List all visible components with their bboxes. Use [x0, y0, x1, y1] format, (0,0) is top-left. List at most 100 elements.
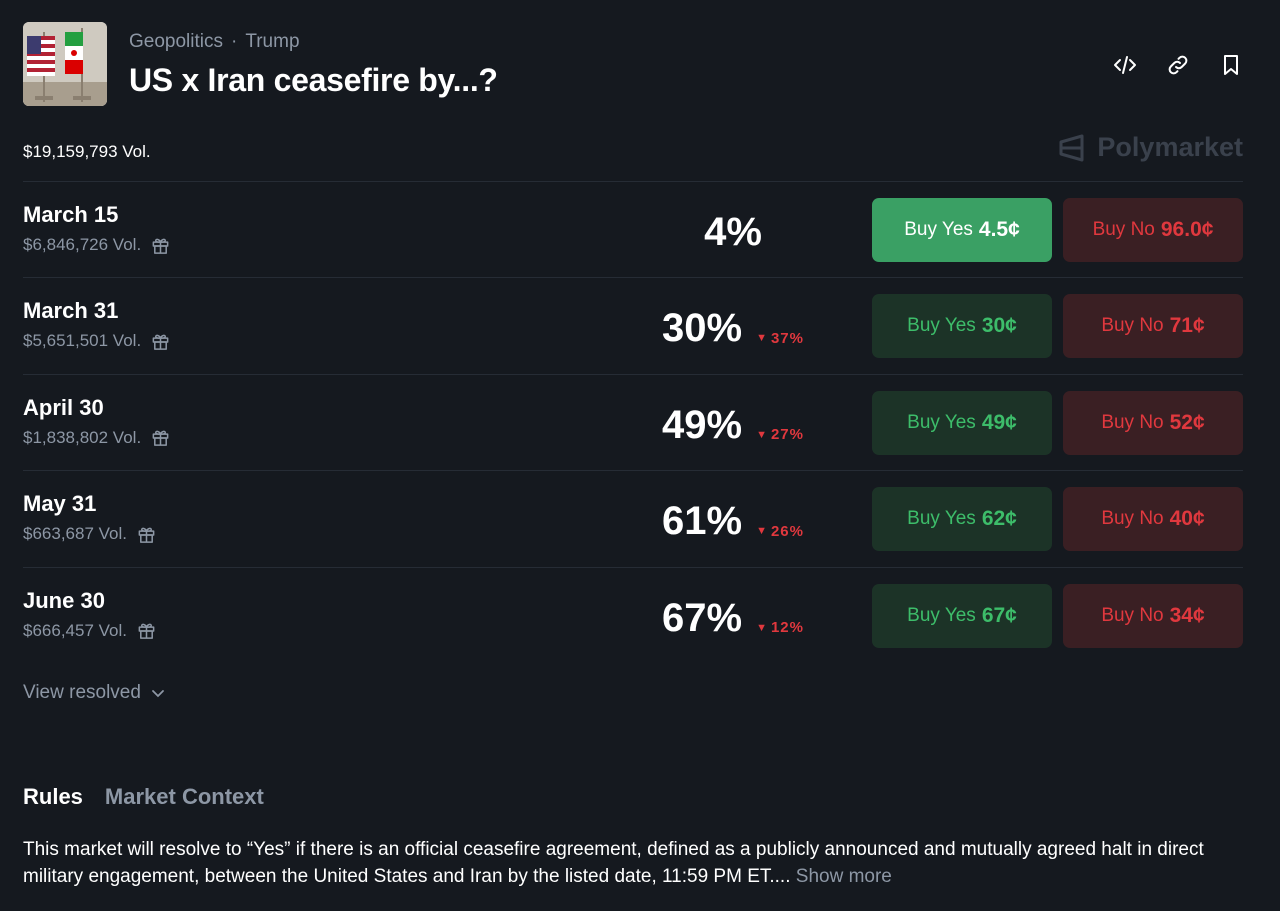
outcome-volume-value: $6,846,726 Vol.: [23, 235, 142, 254]
buy-yes-label: Buy Yes: [907, 508, 976, 530]
brand-name: Polymarket: [1097, 132, 1243, 162]
buy-no-button[interactable]: Buy No 52¢: [1063, 390, 1243, 455]
change-value: 26%: [770, 522, 804, 540]
outcome-row[interactable]: April 30 $1,838,802 Vol. 49% ▼ 27% Buy Yes…: [23, 373, 1243, 470]
chevron-down-icon: [152, 690, 164, 698]
breadcrumb-category[interactable]: Geopolitics: [129, 31, 223, 52]
breadcrumb: Geopolitics · Trump: [129, 31, 300, 53]
outcome-volume-value: $5,651,501 Vol.: [23, 331, 142, 351]
down-arrow-icon: ▼: [756, 525, 768, 538]
buy-yes-button[interactable]: Buy Yes 30¢: [872, 294, 1052, 359]
outcome-list: March 15 $6,846,726 Vol. 4% Buy Yes 4.5¢ …: [23, 181, 1243, 663]
down-arrow-icon: ▼: [756, 621, 768, 634]
gift-icon[interactable]: [151, 428, 170, 447]
change-value: 12%: [770, 619, 804, 637]
buy-no-price: 40¢: [1169, 507, 1205, 531]
probability-value: 30%: [662, 306, 743, 351]
outcome-label: April 30: [23, 394, 104, 420]
outcome-row[interactable]: May 31 $663,687 Vol. 61% ▼ 26% Buy Yes 62¢ …: [23, 470, 1243, 566]
buy-no-button[interactable]: Buy No 40¢: [1063, 487, 1243, 552]
breadcrumb-separator: ·: [231, 31, 238, 52]
outcome-volume: $6,846,726 Vol.: [23, 235, 170, 255]
outcome-label: May 31: [23, 491, 97, 517]
buy-yes-price: 62¢: [981, 507, 1017, 531]
outcome-probability: 4%: [583, 210, 883, 255]
buy-no-price: 52¢: [1169, 410, 1205, 434]
buy-no-price: 71¢: [1169, 314, 1205, 338]
buy-no-label: Buy No: [1101, 508, 1164, 530]
buy-yes-button[interactable]: Buy Yes 4.5¢: [872, 198, 1052, 262]
buy-yes-label: Buy Yes: [907, 604, 976, 626]
outcome-volume-value: $663,687 Vol.: [23, 524, 127, 544]
outcome-volume: $663,687 Vol.: [23, 524, 156, 544]
outcome-volume: $666,457 Vol.: [23, 621, 156, 641]
rules-text: This market will resolve to “Yes” if the…: [23, 836, 1233, 890]
outcome-volume-value: $1,838,802 Vol.: [23, 427, 142, 447]
probability-value: 67%: [662, 595, 743, 640]
breadcrumb-subcategory[interactable]: Trump: [245, 31, 300, 52]
change-indicator: ▼ 37%: [756, 330, 804, 347]
market-thumbnail-image: [23, 22, 107, 106]
outcome-row[interactable]: June 30 $666,457 Vol. 67% ▼ 12% Buy Yes 67¢…: [23, 566, 1243, 663]
info-tabs: Rules Market Context: [23, 784, 264, 810]
probability-value: 49%: [662, 402, 743, 447]
buy-yes-label: Buy Yes: [904, 219, 973, 240]
copy-link-icon[interactable]: [1165, 52, 1190, 77]
page-title: US x Iran ceasefire by...?: [129, 62, 498, 98]
rules-body: This market will resolve to “Yes” if the…: [23, 839, 1204, 887]
gift-icon[interactable]: [151, 236, 170, 255]
change-indicator: ▼ 12%: [756, 619, 804, 636]
tab-rules[interactable]: Rules: [23, 784, 83, 809]
show-more-link[interactable]: Show more: [795, 866, 892, 887]
probability-value: 61%: [662, 499, 743, 544]
buy-yes-price: 67¢: [981, 603, 1017, 627]
buy-no-button[interactable]: Buy No 34¢: [1063, 583, 1243, 648]
buy-no-label: Buy No: [1092, 219, 1155, 240]
buy-no-price: 96.0¢: [1160, 218, 1214, 241]
change-indicator: ▼ 27%: [756, 426, 804, 443]
polymarket-logo-icon: [1059, 134, 1084, 161]
down-arrow-icon: ▼: [756, 332, 768, 345]
buy-yes-price: 49¢: [981, 410, 1017, 434]
probability-value: 4%: [704, 210, 762, 254]
bookmark-icon[interactable]: [1218, 52, 1243, 77]
view-resolved-button[interactable]: View resolved: [23, 682, 165, 704]
outcome-label: March 31: [23, 298, 119, 324]
buy-yes-label: Buy Yes: [907, 411, 976, 433]
outcome-volume: $1,838,802 Vol.: [23, 428, 170, 448]
outcome-volume-value: $666,457 Vol.: [23, 620, 127, 640]
header-actions: [1112, 52, 1243, 77]
total-volume: $19,159,793 Vol.: [23, 142, 151, 161]
change-value: 27%: [770, 426, 804, 444]
outcome-label: March 15: [23, 202, 119, 227]
buy-no-label: Buy No: [1101, 604, 1164, 626]
buy-yes-price: 4.5¢: [978, 218, 1020, 241]
buy-yes-label: Buy Yes: [907, 315, 976, 337]
buy-yes-button[interactable]: Buy Yes 49¢: [872, 390, 1052, 455]
buy-no-button[interactable]: Buy No 71¢: [1063, 294, 1243, 359]
gift-icon[interactable]: [151, 332, 170, 351]
gift-icon[interactable]: [137, 525, 156, 544]
down-arrow-icon: ▼: [756, 428, 768, 441]
buy-yes-price: 30¢: [981, 314, 1017, 338]
outcome-probability: 49% ▼ 27%: [583, 403, 883, 448]
outcome-probability: 30% ▼ 37%: [583, 306, 883, 351]
buy-no-price: 34¢: [1169, 603, 1205, 627]
buy-no-button[interactable]: Buy No 96.0¢: [1063, 198, 1243, 262]
outcome-label: June 30: [23, 587, 105, 613]
view-resolved-label: View resolved: [23, 682, 141, 703]
change-indicator: ▼ 26%: [756, 523, 804, 540]
buy-yes-button[interactable]: Buy Yes 67¢: [872, 583, 1052, 648]
brand-watermark: Polymarket: [1057, 132, 1243, 163]
outcome-row[interactable]: March 31 $5,651,501 Vol. 30% ▼ 37% Buy Yes…: [23, 277, 1243, 373]
tab-market-context[interactable]: Market Context: [104, 784, 264, 809]
gift-icon[interactable]: [137, 621, 156, 640]
buy-yes-button[interactable]: Buy Yes 62¢: [872, 487, 1052, 552]
embed-code-icon[interactable]: [1112, 52, 1137, 77]
change-value: 37%: [770, 329, 804, 347]
outcome-probability: 61% ▼ 26%: [583, 499, 883, 544]
outcome-row[interactable]: March 15 $6,846,726 Vol. 4% Buy Yes 4.5¢ …: [23, 181, 1243, 277]
outcome-probability: 67% ▼ 12%: [583, 596, 883, 641]
buy-no-label: Buy No: [1101, 315, 1164, 337]
market-header: Geopolitics · Trump US x Iran ceasefire by…: [23, 22, 1243, 106]
